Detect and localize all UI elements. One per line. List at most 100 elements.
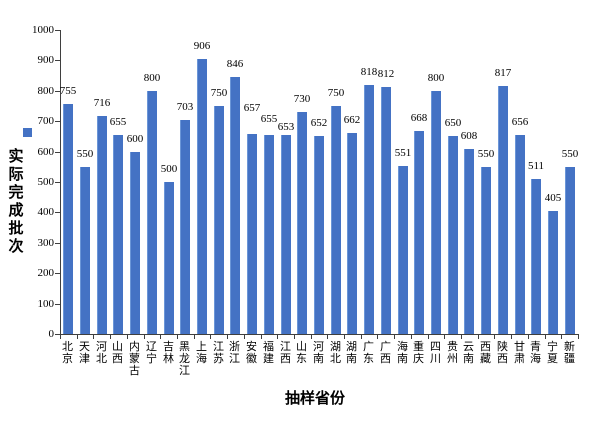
value-label: 511 [527,160,545,172]
x-tick-label: 福建 [263,341,274,365]
bar [197,59,207,334]
x-tick [277,334,278,339]
bar [97,116,107,334]
bar [431,91,441,334]
x-tick [194,334,195,339]
x-tick-label: 陕西 [497,341,508,365]
value-label: 650 [444,117,462,129]
x-tick [461,334,462,339]
value-label: 800 [427,72,445,84]
value-label: 750 [327,87,345,99]
x-tick [377,334,378,339]
y-tick [55,152,60,153]
value-label: 600 [126,133,144,145]
value-label: 655 [260,113,278,125]
x-tick-label: 重庆 [413,341,424,365]
value-label: 846 [226,58,244,70]
bar [180,120,190,334]
y-tick-label: 0 [48,328,55,340]
x-tick-label: 山东 [296,341,307,365]
x-tick [110,334,111,339]
bar [113,135,123,334]
y-tick-label: 100 [37,298,55,310]
x-axis-line [60,334,579,335]
value-label: 655 [109,116,127,128]
bar [464,149,474,334]
value-label: 730 [293,93,311,105]
x-tick-label: 安徽 [246,341,257,365]
bar [498,86,508,334]
value-label: 668 [410,112,428,124]
x-tick [210,334,211,339]
y-tick [55,304,60,305]
bar [164,182,174,334]
bar [130,152,140,334]
x-tick [160,334,161,339]
x-tick [127,334,128,339]
x-tick [344,334,345,339]
bar [147,91,157,334]
x-tick [77,334,78,339]
bar [331,106,341,334]
value-label: 812 [377,68,395,80]
bar [381,87,391,334]
value-label: 500 [160,163,178,175]
value-label: 817 [494,67,512,79]
bar [247,134,257,334]
bar [531,179,541,334]
value-label: 818 [360,66,378,78]
x-tick-label: 辽宁 [146,341,157,365]
y-axis-line [60,30,61,335]
y-tick [55,91,60,92]
bar [281,135,291,334]
x-tick-label: 贵州 [447,341,458,365]
x-tick-label: 广东 [363,341,374,365]
x-tick-label: 浙江 [229,341,240,365]
bar [515,135,525,334]
value-label: 906 [193,40,211,52]
value-label: 657 [243,102,261,114]
bar [414,131,424,334]
value-label: 653 [277,121,295,133]
x-tick-label: 宁夏 [547,341,558,365]
bar [80,167,90,334]
x-tick-label: 内蒙古 [129,341,140,377]
value-label: 800 [143,72,161,84]
x-tick [93,334,94,339]
y-axis-title: 实际完成批次 [8,149,24,255]
y-tick [55,212,60,213]
x-tick [244,334,245,339]
bar [448,136,458,334]
bar [347,133,357,334]
x-tick [144,334,145,339]
x-tick [361,334,362,339]
x-tick-label: 广西 [380,341,391,365]
bar [264,135,274,334]
x-tick [227,334,228,339]
x-tick [511,334,512,339]
x-axis-title: 抽样省份 [284,391,345,407]
x-tick-label: 天津 [79,341,90,365]
x-tick [177,334,178,339]
value-label: 652 [310,117,328,129]
y-tick-label: 500 [37,176,55,188]
bar [63,104,73,334]
series-legend-marker [23,128,32,137]
value-label: 550 [477,148,495,160]
x-tick-label: 西藏 [480,341,491,365]
bar [565,167,575,334]
bar [297,112,307,334]
bar [364,85,374,334]
y-tick [55,334,60,335]
value-label: 662 [343,114,361,126]
x-tick [327,334,328,339]
x-tick [528,334,529,339]
x-tick-label: 江西 [280,341,291,365]
y-tick [55,243,60,244]
x-tick [294,334,295,339]
x-tick [444,334,445,339]
x-tick [478,334,479,339]
x-tick [578,334,579,339]
bar [548,211,558,334]
